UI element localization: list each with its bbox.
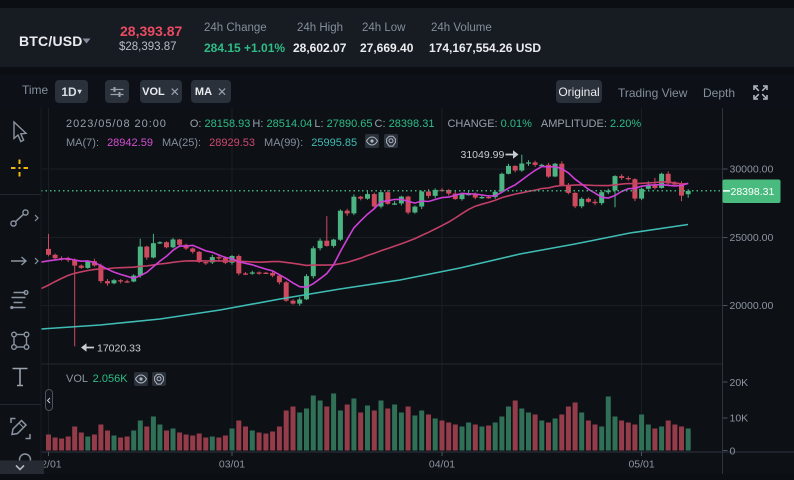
svg-text:17020.33: 17020.33 [97,343,141,355]
svg-text:20000.00: 20000.00 [730,300,774,312]
svg-text:0: 0 [730,445,736,457]
svg-text:28398.31: 28398.31 [731,186,775,198]
svg-text:20K: 20K [730,377,749,389]
svg-text:30000.00: 30000.00 [730,164,774,176]
svg-text:25000.00: 25000.00 [730,232,774,244]
svg-text:05/01: 05/01 [628,459,654,471]
svg-text:03/01: 03/01 [219,459,245,471]
svg-text:31049.99: 31049.99 [461,149,505,161]
svg-text:04/01: 04/01 [429,459,455,471]
svg-text:10K: 10K [730,412,749,424]
